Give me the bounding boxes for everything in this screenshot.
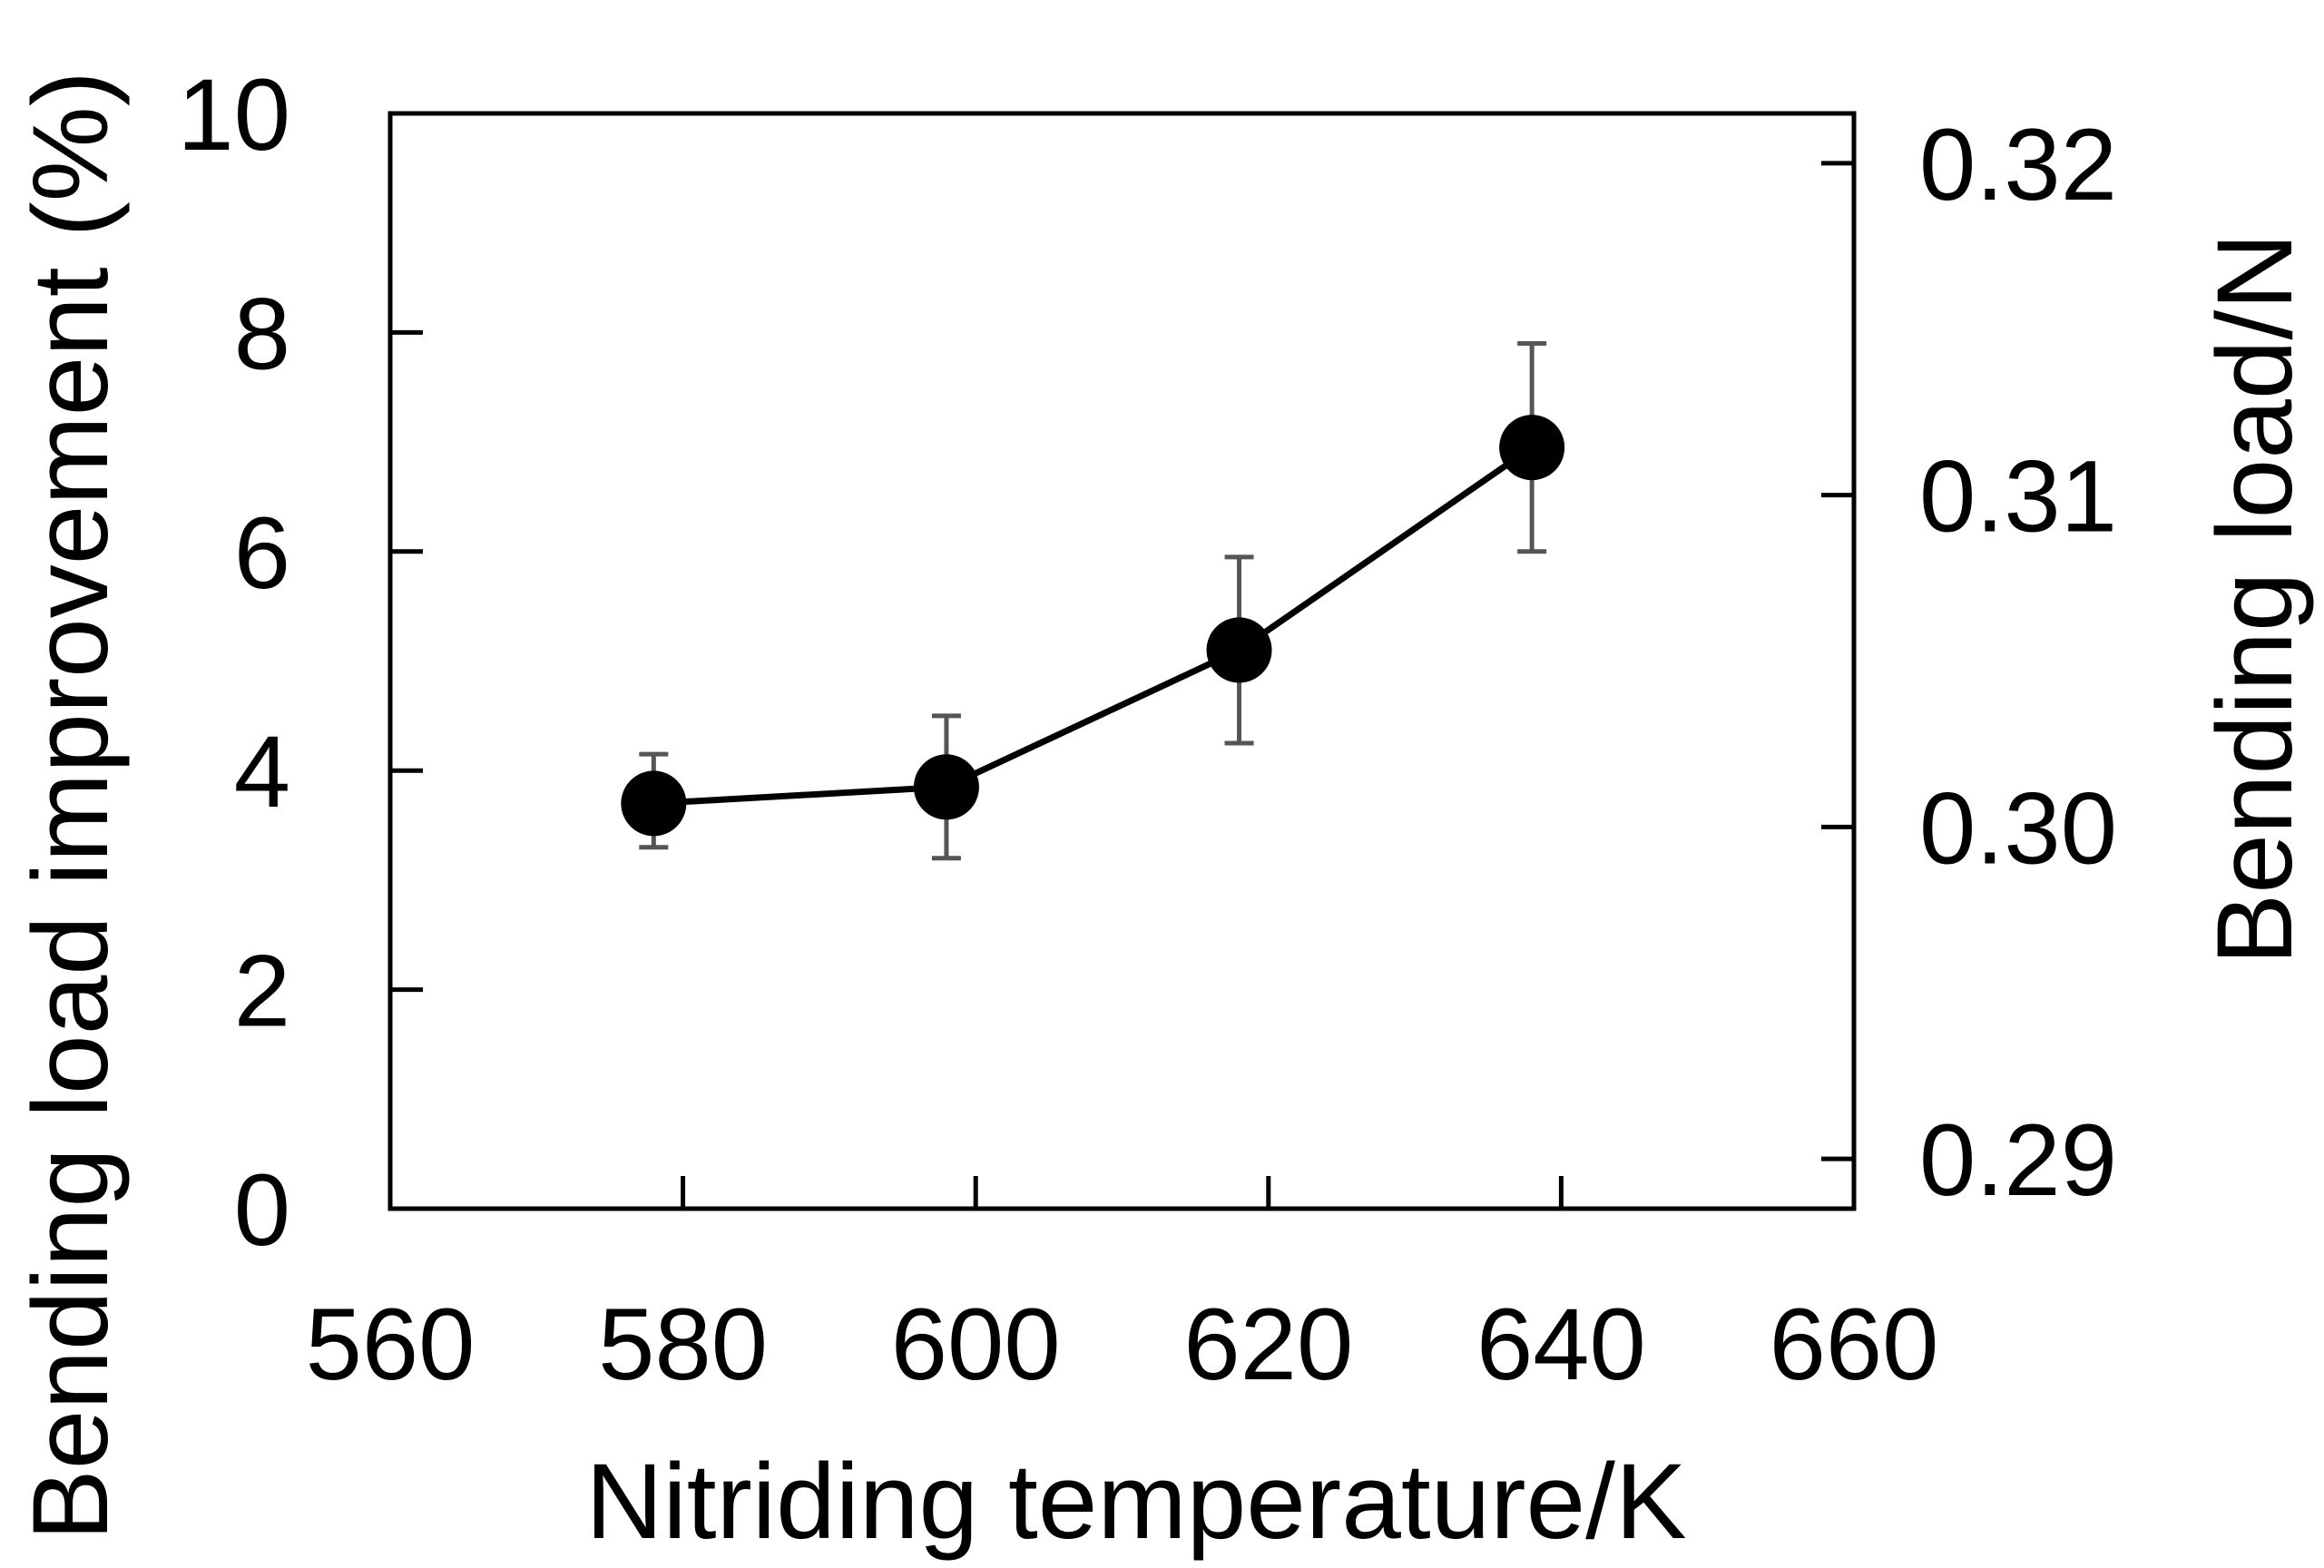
x-tick-label: 640 [1476, 1288, 1646, 1401]
series-line [653, 445, 1535, 807]
plot-area-border [387, 111, 1857, 1211]
x-axis-title: Nitriding temperature/K [585, 1442, 1686, 1562]
y-tick-label: 6 [234, 496, 290, 610]
y-tick-label: 0 [234, 1153, 290, 1267]
y-tick-label: 4 [234, 715, 290, 828]
x-tick-label: 560 [306, 1288, 476, 1401]
x-tick-label: 580 [598, 1288, 768, 1401]
data-point [913, 754, 979, 820]
y2-tick-label: 0.32 [1919, 108, 2117, 221]
x-tick-label: 660 [1770, 1288, 1939, 1401]
y2-axis-title: Bending load/N [2195, 233, 2315, 965]
data-point [1206, 617, 1272, 683]
data-point [621, 770, 687, 837]
y2-tick-label: 0.29 [1919, 1103, 2117, 1217]
y-tick-label: 8 [234, 277, 290, 390]
axis-ticks [390, 161, 1854, 1209]
error-bars [639, 340, 1547, 861]
y2-tick-label: 0.30 [1919, 771, 2117, 885]
y-tick-label: 2 [234, 935, 290, 1048]
x-tick-label: 600 [891, 1288, 1061, 1401]
y-axis-title: Bending load improvement (%) [11, 71, 131, 1541]
x-tick-label: 620 [1183, 1288, 1353, 1401]
plot-frame [387, 111, 1857, 1211]
data-points [621, 415, 1565, 837]
data-point [1499, 415, 1565, 481]
y-tick-label: 10 [177, 58, 290, 172]
series-line-layer [653, 445, 1535, 807]
y2-tick-label: 0.31 [1919, 440, 2117, 554]
tick-labels: 560 580 600 620 640 660 0 2 4 6 8 10 0.29 0.30 0.31 0.3… [177, 58, 2117, 1401]
